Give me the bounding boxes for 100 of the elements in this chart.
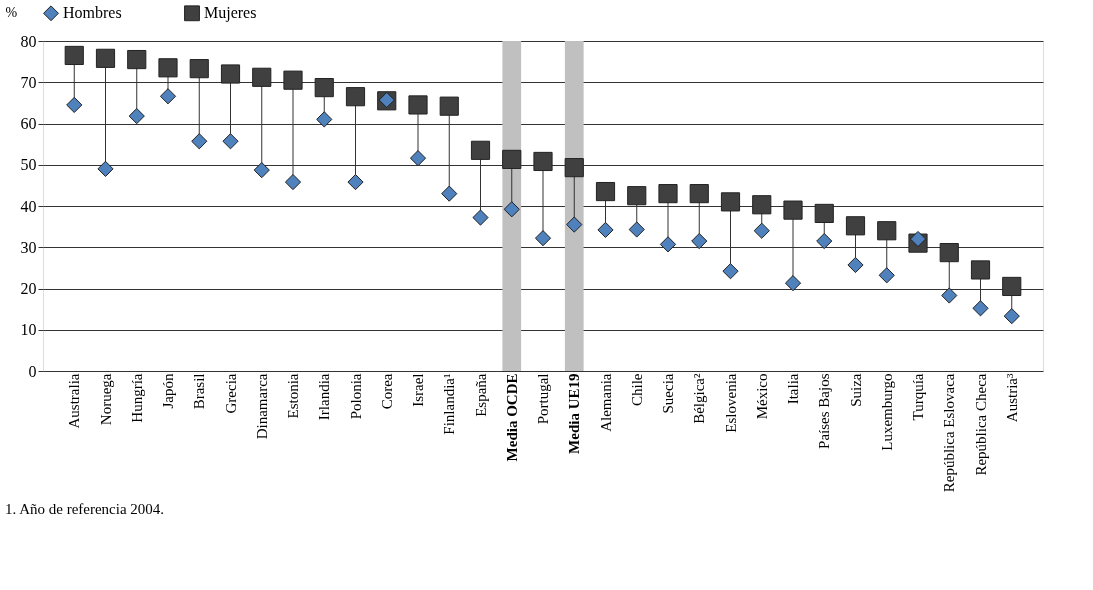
x-tick-label: Australia: [66, 373, 83, 429]
x-tick-label: Austria³: [1003, 373, 1020, 423]
point: [220, 64, 241, 84]
point: [222, 133, 239, 150]
point: [470, 140, 491, 160]
point: [816, 232, 833, 250]
point: [159, 88, 177, 105]
x-tick-label: Suiza: [847, 373, 864, 407]
point: [191, 133, 208, 150]
point: [753, 222, 770, 239]
legend-label: Hombres: [63, 4, 122, 22]
point: [95, 48, 116, 68]
point: [1002, 276, 1022, 297]
x-tick-label: Turquía: [910, 373, 926, 421]
point: [658, 184, 678, 204]
legend-label: Mujeres: [204, 4, 257, 23]
x-tick-label: Brasil: [191, 373, 208, 410]
point: [941, 287, 958, 304]
point: [316, 111, 333, 128]
x-tick-label: Bélgica²: [691, 373, 708, 424]
x-tick-label: Polonia: [347, 373, 364, 420]
point: [127, 49, 147, 70]
y-tick-label: 30: [20, 238, 37, 256]
y-tick-label: 20: [20, 280, 37, 297]
point: [752, 195, 772, 215]
y-tick-label: 60: [20, 115, 37, 132]
point: [314, 78, 334, 98]
point: [595, 181, 616, 202]
point: [720, 192, 741, 212]
point: [628, 221, 645, 238]
x-tick-label: Países Bajos: [816, 373, 833, 449]
point: [345, 87, 366, 107]
x-tick-label: Irlandia: [316, 373, 333, 421]
y-tick-label: 40: [20, 197, 37, 215]
point: [1003, 308, 1020, 325]
x-tick-label: Alemania: [597, 373, 614, 432]
point: [784, 275, 802, 292]
point: [347, 173, 364, 191]
y-tick-label: 70: [20, 73, 37, 91]
point: [909, 230, 927, 248]
y-tick-label: 50: [20, 156, 37, 174]
x-tick-label: Israel: [410, 373, 426, 407]
y-tick-label: 80: [20, 32, 37, 50]
x-tick-label: Noruega: [97, 373, 114, 426]
point: [534, 230, 552, 247]
point: [283, 70, 303, 90]
y-tick-label: 0: [28, 362, 37, 380]
point: [252, 67, 272, 87]
x-tick-label: Eslovenia: [722, 373, 739, 433]
x-tick-label: España: [472, 373, 489, 417]
x-tick-label: Corea: [378, 373, 395, 410]
point: [877, 221, 897, 241]
point: [566, 216, 583, 233]
x-tick-label: Media UE19: [566, 373, 583, 454]
point: [597, 221, 614, 239]
point: [64, 45, 84, 66]
x-tick-label: República Eslovaca: [941, 373, 958, 493]
point: [627, 186, 647, 206]
point: [158, 58, 178, 78]
point: [972, 300, 989, 317]
point: [441, 185, 458, 202]
point: [533, 151, 553, 172]
point: [878, 267, 895, 284]
x-tick-label: República Checa: [972, 373, 989, 476]
point: [502, 149, 522, 169]
text: 1. Año de referencia 2004.: [5, 500, 165, 517]
x-tick-label: Suecia: [660, 373, 676, 414]
x-tick-label: Media OCDE: [503, 373, 520, 462]
point: [564, 158, 584, 178]
x-tick-label: Portugal: [535, 373, 551, 425]
x-tick-label: Dinamarca: [253, 373, 270, 440]
point: [97, 160, 114, 177]
point: [284, 173, 302, 191]
x-tick-label: México: [753, 373, 770, 420]
point: [408, 95, 428, 115]
point: [189, 59, 209, 79]
point: [783, 200, 803, 220]
point: [128, 107, 145, 125]
point: [689, 184, 709, 204]
x-tick-label: Italia: [785, 373, 801, 405]
point: [970, 260, 991, 280]
point: [722, 263, 739, 280]
x-tick-label: Japón: [160, 373, 176, 409]
point: [691, 232, 708, 250]
x-tick-label: Hungría: [128, 373, 145, 423]
y-tick-label: 10: [20, 321, 37, 339]
x-tick-label: Chile: [628, 373, 645, 406]
point: [66, 96, 83, 114]
x-tick-label: Finlandia¹: [441, 373, 458, 435]
point: [845, 216, 866, 236]
point: [409, 150, 427, 167]
point: [503, 201, 520, 218]
point: [847, 256, 864, 274]
y-axis-title: %: [5, 4, 18, 20]
x-tick-label: Grecia: [222, 373, 239, 414]
point: [659, 236, 677, 253]
x-tick-label: Luxemburgo: [878, 373, 895, 451]
x-tick-label: Estonia: [285, 373, 301, 419]
point: [253, 162, 270, 179]
point: [814, 203, 834, 224]
